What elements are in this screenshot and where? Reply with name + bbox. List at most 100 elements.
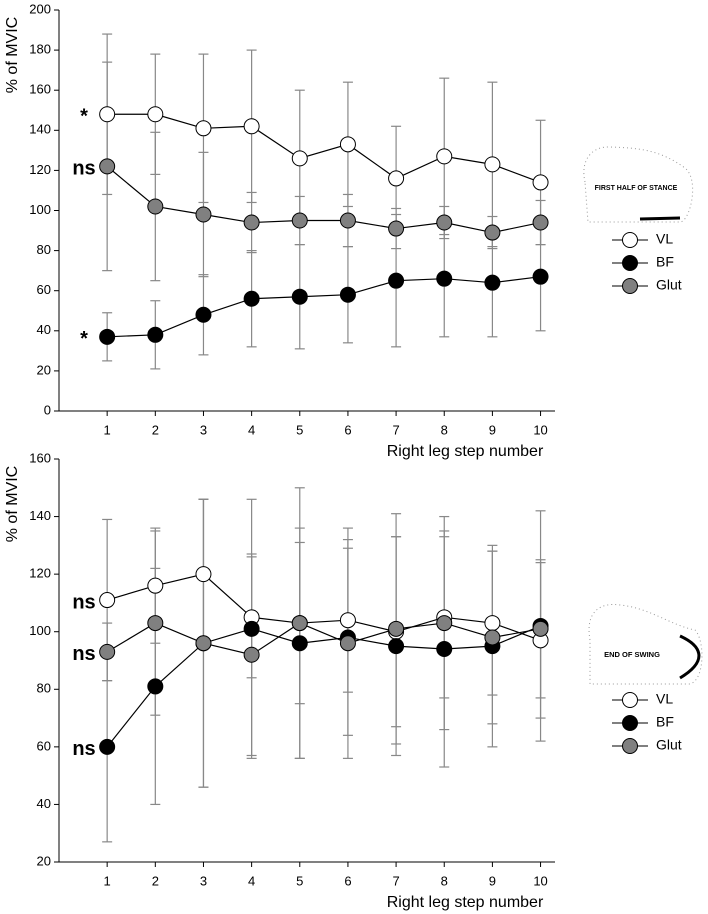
data-point: [243, 214, 260, 231]
y-tick-label: 120: [29, 566, 51, 581]
x-tick-label: 5: [296, 873, 303, 888]
x-tick-label: 6: [344, 422, 351, 437]
y-tick-label: 140: [29, 508, 51, 523]
data-point: [532, 620, 549, 637]
y-tick-label: 40: [37, 796, 51, 811]
data-point: [484, 615, 501, 632]
y-tick-label: 80: [37, 242, 51, 257]
data-point: [388, 170, 405, 187]
data-point: [195, 120, 212, 137]
inset-highlight: [639, 216, 681, 221]
x-tick-label: 5: [296, 422, 303, 437]
legend-marker: [622, 738, 638, 754]
data-point: [484, 274, 501, 291]
x-tick-label: 7: [392, 422, 399, 437]
data-point: [291, 635, 308, 652]
legend-marker: [622, 232, 638, 248]
y-tick-label: 180: [29, 42, 51, 57]
x-tick-label: 2: [152, 422, 159, 437]
data-point: [339, 286, 356, 303]
x-tick-label: 7: [392, 873, 399, 888]
data-point: [291, 615, 308, 632]
data-point: [484, 224, 501, 241]
y-tick-label: 160: [29, 82, 51, 97]
data-point: [388, 638, 405, 655]
series-line: [106, 622, 541, 656]
legend-marker: [622, 692, 638, 708]
y-tick-label: 100: [29, 202, 51, 217]
series-line: [107, 276, 541, 338]
data-point: [195, 635, 212, 652]
y-axis-label: % of MVIC: [4, 466, 21, 542]
inset-outline: [588, 603, 703, 685]
data-point: [147, 198, 164, 215]
data-point: [532, 214, 549, 231]
data-point: [291, 288, 308, 305]
data-point: [243, 290, 260, 307]
data-point: [388, 620, 405, 637]
data-point: [339, 212, 356, 229]
data-point: [99, 738, 116, 755]
data-point: [436, 615, 453, 632]
data-point: [291, 150, 308, 167]
data-point: [388, 220, 405, 237]
annotation: *: [80, 106, 88, 128]
x-axis-label: Right leg step number: [387, 443, 544, 460]
x-tick-label: 10: [533, 873, 547, 888]
data-point: [147, 106, 164, 123]
data-point: [436, 148, 453, 165]
legend-marker: [622, 278, 638, 294]
inset-label: END OF SWING: [604, 650, 660, 659]
legend-label: BF: [656, 714, 674, 730]
inset-highlight: [679, 634, 701, 680]
series-line: [106, 625, 541, 748]
y-tick-label: 200: [29, 1, 51, 16]
x-tick-label: 4: [248, 422, 255, 437]
x-axis-label: Right leg step number: [387, 894, 544, 911]
data-point: [99, 158, 116, 175]
y-tick-label: 160: [29, 450, 51, 465]
data-point: [99, 106, 116, 123]
data-point: [388, 272, 405, 289]
y-tick-label: 20: [37, 853, 51, 868]
annotation: ns: [72, 591, 95, 613]
data-point: [436, 640, 453, 657]
x-tick-label: 1: [104, 422, 111, 437]
data-point: [147, 615, 164, 632]
data-point: [195, 566, 212, 583]
data-point: [532, 268, 549, 285]
data-point: [532, 174, 549, 191]
x-tick-label: 1: [104, 873, 111, 888]
x-tick-label: 3: [200, 873, 207, 888]
y-tick-label: 20: [37, 362, 51, 377]
data-point: [339, 136, 356, 153]
y-tick-label: 40: [37, 322, 51, 337]
inset-label: FIRST HALF OF STANCE: [595, 185, 678, 192]
legend-label: Glut: [656, 277, 682, 293]
data-point: [243, 620, 260, 637]
annotation: ns: [72, 158, 95, 180]
y-axis-label: % of MVIC: [4, 17, 21, 93]
x-tick-label: 2: [152, 873, 159, 888]
series-line: [106, 165, 541, 234]
x-tick-label: 10: [533, 422, 547, 437]
series-line: [107, 113, 541, 183]
x-tick-label: 8: [441, 422, 448, 437]
y-tick-label: 100: [29, 623, 51, 638]
annotation: ns: [72, 738, 95, 760]
data-point: [291, 212, 308, 229]
legend-label: BF: [656, 254, 674, 270]
data-point: [339, 612, 356, 629]
data-point: [339, 635, 356, 652]
data-point: [147, 326, 164, 343]
data-point: [147, 577, 164, 594]
data-point: [99, 592, 116, 609]
y-tick-label: 0: [44, 402, 51, 417]
data-point: [436, 270, 453, 287]
x-tick-label: 9: [489, 873, 496, 888]
y-tick-label: 60: [37, 282, 51, 297]
legend-marker: [622, 715, 638, 731]
data-point: [195, 306, 212, 323]
x-tick-label: 3: [200, 422, 207, 437]
